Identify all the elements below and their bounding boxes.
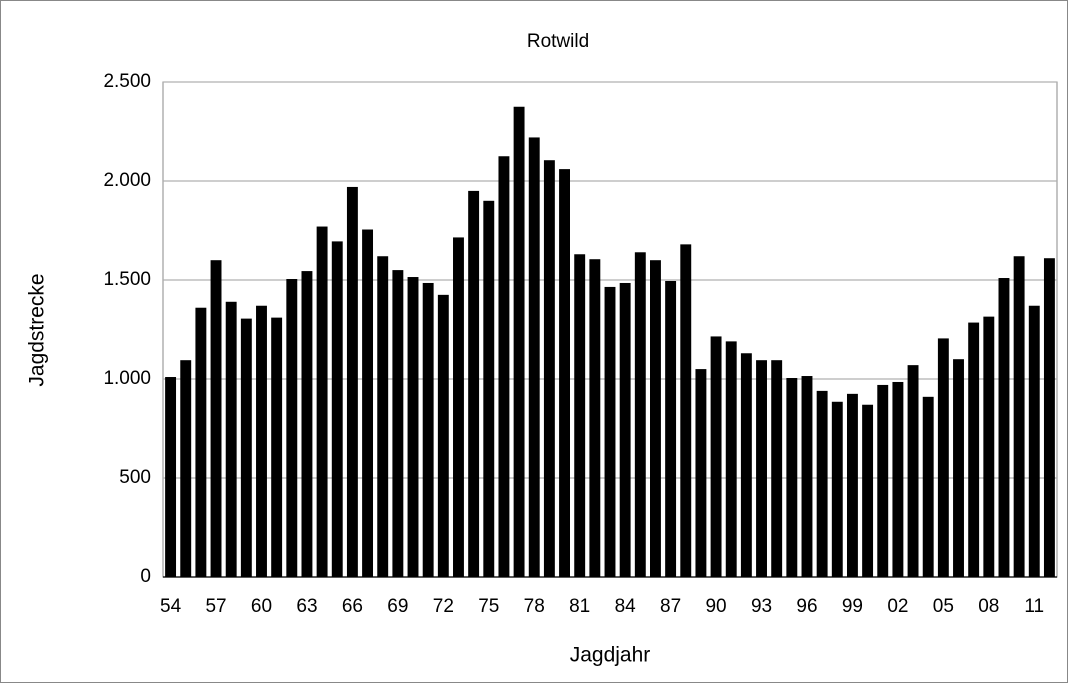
bar (604, 286, 616, 577)
x-tick-label: 69 (387, 596, 408, 617)
bar (695, 369, 707, 577)
bar (180, 360, 192, 577)
bar (559, 169, 570, 577)
bar (256, 305, 267, 577)
bar (786, 378, 798, 577)
bar (801, 376, 813, 577)
bar (240, 318, 252, 577)
bar (210, 260, 222, 577)
bar (907, 365, 919, 577)
y-tick-label: 1.500 (103, 269, 151, 290)
bar (937, 338, 949, 577)
x-tick-label: 90 (705, 596, 726, 617)
bar (422, 282, 434, 577)
y-tick-label: 500 (119, 467, 151, 488)
bar (922, 396, 934, 577)
bar (953, 359, 964, 577)
bar (331, 241, 343, 577)
bar (437, 294, 449, 577)
x-tick-label: 54 (160, 596, 182, 617)
x-tick-label: 84 (615, 596, 637, 617)
x-tick-label: 96 (796, 596, 817, 617)
bar (589, 259, 601, 577)
bar (468, 190, 480, 577)
bar (846, 393, 858, 577)
bar (756, 360, 767, 577)
x-tick-label: 81 (569, 596, 590, 617)
y-tick-label: 2.000 (103, 170, 151, 191)
bar (543, 160, 555, 577)
bar (710, 336, 722, 577)
bar (513, 106, 525, 577)
bar (271, 317, 283, 577)
bar (225, 301, 237, 577)
bar (877, 384, 889, 577)
y-axis-title: Jagdstrecke (26, 273, 49, 386)
bar (377, 256, 389, 577)
bar (968, 322, 980, 577)
bar (165, 377, 177, 577)
bar (983, 316, 995, 577)
bar (574, 254, 586, 577)
bar (680, 244, 692, 578)
x-tick-label: 75 (478, 596, 499, 617)
y-tick-label: 0 (140, 566, 151, 587)
x-tick-label: 78 (524, 596, 545, 617)
x-tick-label: 63 (296, 596, 317, 617)
bar (740, 353, 752, 577)
bar (892, 381, 904, 577)
x-tick-label: 66 (342, 596, 363, 617)
x-tick-label: 72 (433, 596, 454, 617)
bar (816, 390, 828, 577)
bar (483, 200, 495, 578)
x-tick-label: 05 (933, 596, 954, 617)
bar (1028, 305, 1040, 577)
bar (771, 360, 783, 577)
bar (1043, 258, 1055, 577)
x-axis-title: Jagdjahr (570, 644, 651, 667)
x-tick-label: 93 (751, 596, 772, 617)
y-tick-label: 1.000 (103, 368, 151, 389)
x-tick-label: 02 (887, 596, 908, 617)
x-tick-label: 60 (251, 596, 272, 617)
bar (498, 156, 510, 577)
bar (301, 271, 313, 577)
bar (316, 226, 328, 578)
bar (407, 277, 419, 577)
x-tick-label: 87 (660, 596, 681, 617)
y-tick-label: 2.500 (103, 71, 151, 92)
x-tick-label: 57 (205, 596, 226, 617)
bar (392, 270, 404, 577)
bar (725, 341, 737, 577)
x-tick-label: 99 (842, 596, 863, 617)
bar (1013, 256, 1025, 577)
bar (862, 404, 874, 577)
bar (998, 278, 1010, 577)
x-tick-label: 11 (1024, 596, 1044, 617)
bar (453, 237, 464, 577)
x-tick-label: 08 (978, 596, 999, 617)
bar (195, 307, 207, 577)
bar (346, 186, 358, 577)
bar (362, 229, 374, 577)
bar (650, 260, 661, 577)
chart-title: Rotwild (527, 31, 589, 52)
bar (286, 279, 298, 577)
bar (831, 401, 843, 577)
bar (634, 252, 646, 577)
bar (665, 280, 677, 577)
bar (528, 137, 540, 577)
bar (619, 282, 631, 577)
